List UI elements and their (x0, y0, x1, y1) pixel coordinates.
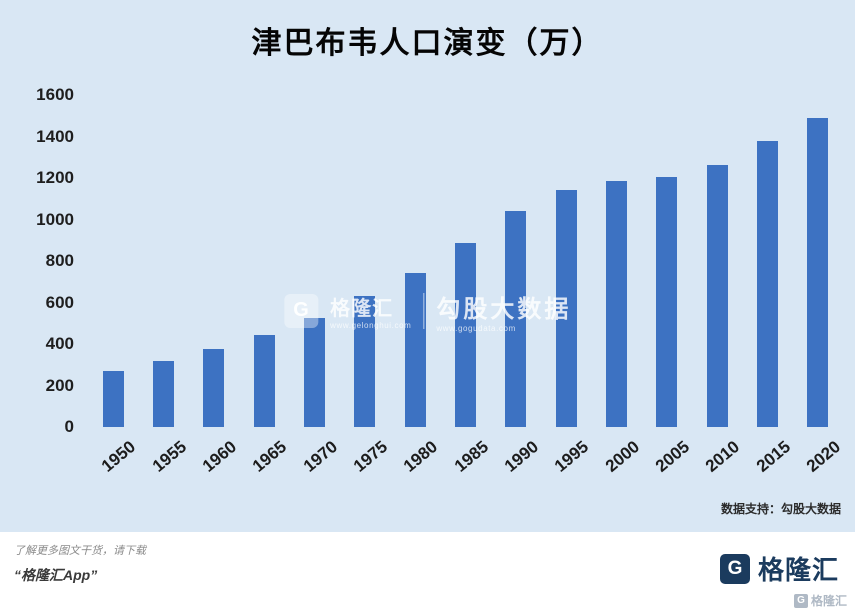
gelonghui-logo-icon: G (719, 553, 750, 584)
x-tick-slot: 1995 (541, 427, 593, 489)
y-tick-label: 200 (45, 375, 74, 395)
footer-app-name: “格隆汇App” (14, 567, 98, 583)
bar-slot (440, 95, 490, 427)
x-tick-slot: 1970 (289, 427, 341, 489)
corner-watermark: G 格隆汇 (793, 592, 847, 609)
x-tick-slot: 2020 (793, 427, 844, 489)
x-tick-slot: 1985 (440, 427, 492, 489)
x-tick-label: 2010 (702, 437, 744, 476)
y-tick-label: 1000 (36, 209, 74, 229)
bar-1960 (203, 349, 225, 427)
x-tick-label: 1965 (249, 437, 291, 476)
bar-slot (390, 95, 440, 427)
x-tick-label: 1960 (198, 437, 241, 476)
bar-1990 (505, 211, 527, 427)
bar-2015 (756, 140, 778, 427)
x-tick-label: 1990 (500, 437, 543, 476)
x-tick-label: 2000 (601, 437, 643, 476)
x-tick-slot: 1990 (491, 427, 543, 489)
corner-watermark-brand: 格隆汇 (810, 594, 847, 608)
y-tick-label: 0 (64, 417, 74, 436)
x-tick-label: 1995 (551, 437, 593, 476)
bar-1980 (404, 273, 426, 427)
x-tick-label: 1975 (349, 437, 392, 476)
x-axis: 1950 1955 1960 1965 1970 1975 1980 1985 1990 1995… (88, 427, 844, 489)
x-tick-slot: 1950 (88, 427, 140, 489)
bar-slot (189, 95, 239, 427)
y-tick-label: 800 (45, 251, 74, 270)
x-tick-slot: 1980 (390, 427, 442, 489)
bar-1975 (354, 296, 376, 427)
bar-slot (642, 95, 692, 427)
x-tick-label: 1950 (98, 437, 140, 476)
bar-slot (289, 95, 339, 427)
bar-slot (239, 95, 289, 427)
bar-slot (541, 95, 591, 427)
bar-1950 (102, 370, 124, 427)
chart-panel: 津巴布韦人口演变（万） 0 200 400 600 800 1000 1200 1400 160… (0, 0, 855, 532)
x-tick-slot: 2005 (642, 427, 693, 489)
x-tick-label: 2015 (752, 437, 794, 476)
bar-1995 (555, 190, 577, 427)
y-tick-label: 400 (45, 334, 74, 353)
y-tick-label: 1200 (36, 168, 74, 187)
bar-2020 (807, 117, 829, 427)
bar-slot (340, 95, 390, 427)
x-tick-slot: 1975 (340, 427, 392, 489)
footer-right: G 格隆汇 (719, 542, 839, 587)
plot-area: G 格隆汇 www.gelonghui.com 勾股大数据 www.goguda… (88, 95, 843, 427)
bar-slot (88, 95, 138, 427)
x-tick-label: 2005 (651, 437, 693, 476)
x-tick-label: 1985 (450, 437, 492, 476)
bar-chart: 0 200 400 600 800 1000 1200 1400 1600 G 格隆汇 www.… (0, 85, 843, 436)
footer: 了解更多图文干货，请下载 “格隆汇App” G 格隆汇 G 格隆汇 (0, 532, 855, 613)
bar-2005 (656, 176, 678, 427)
bar-slot (742, 95, 792, 427)
x-tick-slot: 2000 (591, 427, 643, 489)
bar-1985 (454, 243, 476, 427)
bar-slot (692, 95, 742, 427)
footer-left: 了解更多图文干货，请下载 “格隆汇App” (14, 542, 146, 585)
gelonghui-logo-icon: G (793, 593, 808, 608)
bar-slot (138, 95, 188, 427)
x-tick-label: 1980 (400, 437, 442, 476)
y-axis: 0 200 400 600 800 1000 1200 1400 1600 (0, 85, 88, 436)
bar-slot (793, 95, 843, 427)
bar-2010 (706, 164, 728, 427)
x-tick-slot: 1960 (189, 427, 241, 489)
x-tick-slot: 2015 (742, 427, 794, 489)
bar-1955 (152, 360, 174, 427)
bar-slot (591, 95, 641, 427)
footer-note: 了解更多图文干货，请下载 (14, 545, 146, 557)
y-tick-label: 600 (45, 292, 74, 312)
bar-1970 (303, 318, 325, 427)
bar-slot (491, 95, 541, 427)
x-tick-label: 1970 (299, 437, 341, 476)
bar-2000 (605, 181, 627, 427)
y-tick-label: 1400 (36, 126, 74, 146)
x-tick-slot: 1955 (138, 427, 190, 489)
x-tick-label: 2020 (802, 437, 844, 476)
brand-name: 格隆汇 (757, 555, 839, 585)
x-tick-slot: 1965 (239, 427, 291, 489)
y-tick-label: 1600 (36, 85, 74, 104)
chart-title: 津巴布韦人口演变（万） (251, 27, 604, 60)
data-support-label: 数据支持：勾股大数据 (720, 502, 841, 516)
x-tick-slot: 2010 (692, 427, 744, 489)
brand-logo: G 格隆汇 (719, 550, 839, 587)
bar-1965 (253, 334, 275, 427)
x-tick-label: 1955 (148, 437, 190, 476)
